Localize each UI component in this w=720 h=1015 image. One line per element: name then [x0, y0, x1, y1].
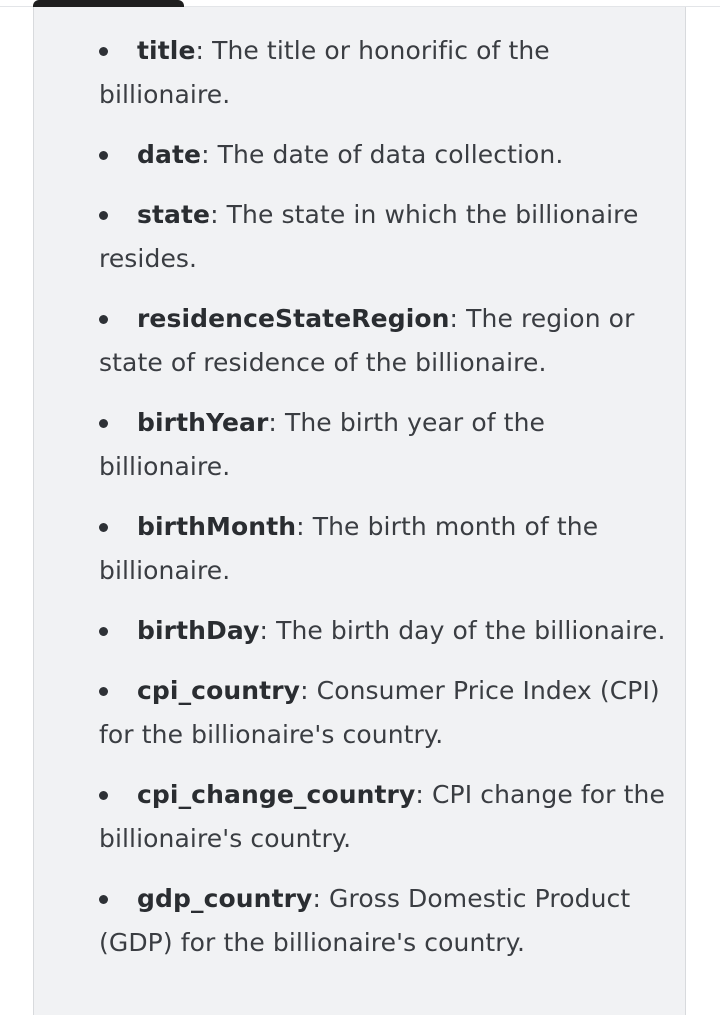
- field-name: date: [137, 140, 202, 169]
- bullet-icon: [99, 627, 108, 636]
- field-separator: :: [296, 512, 305, 541]
- field-name: birthMonth: [137, 512, 297, 541]
- field-name: cpi_country: [137, 676, 301, 705]
- bullet-icon: [99, 315, 108, 324]
- field-separator: :: [312, 884, 321, 913]
- bullet-icon: [99, 895, 108, 904]
- list-item: title: The title or honorific of the bil…: [99, 29, 674, 117]
- list-item: state: The state in which the billionair…: [99, 193, 674, 281]
- field-separator: :: [449, 304, 459, 333]
- field-description: Gross Domestic Product (GDP) for the bil…: [99, 884, 631, 957]
- list-item: birthDay: The birth day of the billionai…: [99, 609, 674, 653]
- field-separator: :: [300, 676, 309, 705]
- list-item: gdp_country: Gross Domestic Product (GDP…: [99, 877, 674, 965]
- field-description: The region or state of residence of the …: [99, 304, 635, 377]
- field-separator: :: [268, 408, 277, 437]
- field-description: CPI change for the billionaire's country…: [99, 780, 665, 853]
- field-separator: :: [201, 140, 210, 169]
- content-panel: title: The title or honorific of the bil…: [33, 7, 686, 1015]
- bullet-icon: [99, 523, 108, 532]
- bullet-icon: [99, 151, 108, 160]
- field-description: The title or honorific of the billionair…: [99, 36, 550, 109]
- list-item: cpi_change_country: CPI change for the b…: [99, 773, 674, 861]
- field-description: The birth month of the billionaire.: [99, 512, 599, 585]
- bullet-icon: [99, 211, 108, 220]
- field-description: The state in which the billionaire resid…: [99, 200, 639, 273]
- field-separator: :: [210, 200, 219, 229]
- field-name: birthDay: [137, 616, 260, 645]
- bullet-icon: [99, 687, 108, 696]
- list-item: birthMonth: The birth month of the billi…: [99, 505, 674, 593]
- list-item: birthYear: The birth year of the billion…: [99, 401, 674, 489]
- field-description: The birth day of the billionaire.: [268, 616, 666, 645]
- field-description: The date of data collection.: [209, 140, 564, 169]
- list-item: cpi_country: Consumer Price Index (CPI) …: [99, 669, 674, 757]
- field-separator: :: [259, 616, 269, 645]
- field-description: The birth year of the billionaire.: [99, 408, 546, 481]
- field-description-list: title: The title or honorific of the bil…: [99, 29, 674, 981]
- bullet-icon: [99, 47, 108, 56]
- field-separator: :: [195, 36, 205, 65]
- field-name: gdp_country: [137, 884, 313, 913]
- list-item: date: The date of data collection.: [99, 133, 674, 177]
- bullet-icon: [99, 791, 108, 800]
- field-name: state: [137, 200, 211, 229]
- header-tab: [33, 0, 184, 7]
- field-description: Consumer Price Index (CPI) for the billi…: [99, 676, 660, 749]
- field-name: residenceStateRegion: [137, 304, 450, 333]
- list-item: residenceStateRegion: The region or stat…: [99, 297, 674, 385]
- field-separator: :: [415, 780, 424, 809]
- field-name: cpi_change_country: [137, 780, 416, 809]
- bullet-icon: [99, 419, 108, 428]
- top-divider: [0, 6, 720, 7]
- field-name: title: [137, 36, 196, 65]
- field-name: birthYear: [137, 408, 269, 437]
